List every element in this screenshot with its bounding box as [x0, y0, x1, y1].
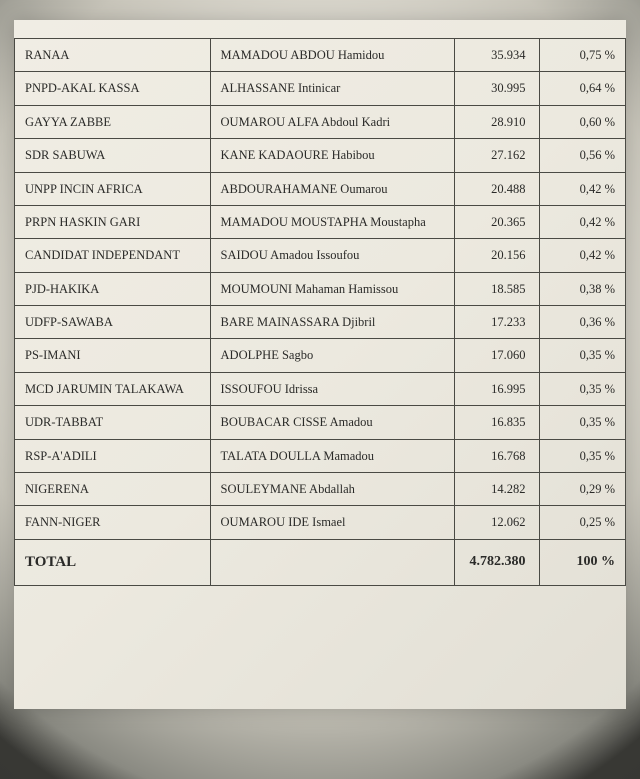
- candidate-cell: MAMADOU MOUSTAPHA Moustapha: [210, 205, 454, 238]
- candidate-cell: OUMAROU ALFA Abdoul Kadri: [210, 105, 454, 138]
- total-label: TOTAL: [15, 539, 211, 585]
- party-cell: UDR-TABBAT: [15, 406, 211, 439]
- percent-cell: 0,42 %: [540, 172, 626, 205]
- table-row: NIGERENASOULEYMANE Abdallah14.2820,29 %: [15, 472, 626, 505]
- party-cell: RANAA: [15, 39, 211, 72]
- table-row: UDR-TABBATBOUBACAR CISSE Amadou16.8350,3…: [15, 406, 626, 439]
- candidate-cell: BARE MAINASSARA Djibril: [210, 306, 454, 339]
- percent-cell: 0,35 %: [540, 439, 626, 472]
- votes-cell: 27.162: [454, 139, 540, 172]
- percent-cell: 0,42 %: [540, 239, 626, 272]
- candidate-cell: ABDOURAHAMANE Oumarou: [210, 172, 454, 205]
- percent-cell: 0,64 %: [540, 72, 626, 105]
- table-row: PNPD-AKAL KASSAALHASSANE Intinicar30.995…: [15, 72, 626, 105]
- party-cell: PS-IMANI: [15, 339, 211, 372]
- percent-cell: 0,60 %: [540, 105, 626, 138]
- party-cell: RSP-A'ADILI: [15, 439, 211, 472]
- candidate-cell: ISSOUFOU Idrissa: [210, 372, 454, 405]
- percent-cell: 0,35 %: [540, 406, 626, 439]
- results-table: RANAAMAMADOU ABDOU Hamidou35.9340,75 %PN…: [14, 38, 626, 586]
- party-cell: UNPP INCIN AFRICA: [15, 172, 211, 205]
- votes-cell: 16.835: [454, 406, 540, 439]
- table-row: RANAAMAMADOU ABDOU Hamidou35.9340,75 %: [15, 39, 626, 72]
- percent-cell: 0,38 %: [540, 272, 626, 305]
- party-cell: MCD JARUMIN TALAKAWA: [15, 372, 211, 405]
- votes-cell: 14.282: [454, 472, 540, 505]
- party-cell: UDFP-SAWABA: [15, 306, 211, 339]
- results-sheet: RANAAMAMADOU ABDOU Hamidou35.9340,75 %PN…: [14, 20, 626, 709]
- votes-cell: 20.156: [454, 239, 540, 272]
- percent-cell: 0,36 %: [540, 306, 626, 339]
- votes-cell: 12.062: [454, 506, 540, 539]
- table-row: PS-IMANIADOLPHE Sagbo17.0600,35 %: [15, 339, 626, 372]
- candidate-cell: TALATA DOULLA Mamadou: [210, 439, 454, 472]
- candidate-cell: ALHASSANE Intinicar: [210, 72, 454, 105]
- candidate-cell: SAIDOU Amadou Issoufou: [210, 239, 454, 272]
- percent-cell: 0,29 %: [540, 472, 626, 505]
- party-cell: CANDIDAT INDEPENDANT: [15, 239, 211, 272]
- votes-cell: 17.233: [454, 306, 540, 339]
- candidate-cell: ADOLPHE Sagbo: [210, 339, 454, 372]
- candidate-cell: SOULEYMANE Abdallah: [210, 472, 454, 505]
- total-blank: [210, 539, 454, 585]
- percent-cell: 0,42 %: [540, 205, 626, 238]
- votes-cell: 20.365: [454, 205, 540, 238]
- party-cell: PRPN HASKIN GARI: [15, 205, 211, 238]
- table-row: CANDIDAT INDEPENDANTSAIDOU Amadou Issouf…: [15, 239, 626, 272]
- total-row: TOTAL 4.782.380100 %: [15, 539, 626, 585]
- percent-cell: 0,35 %: [540, 372, 626, 405]
- votes-cell: 30.995: [454, 72, 540, 105]
- votes-cell: 16.768: [454, 439, 540, 472]
- table-row: PRPN HASKIN GARIMAMADOU MOUSTAPHA Mousta…: [15, 205, 626, 238]
- candidate-cell: MOUMOUNI Mahaman Hamissou: [210, 272, 454, 305]
- candidate-cell: MAMADOU ABDOU Hamidou: [210, 39, 454, 72]
- candidate-cell: KANE KADAOURE Habibou: [210, 139, 454, 172]
- table-row: UNPP INCIN AFRICAABDOURAHAMANE Oumarou20…: [15, 172, 626, 205]
- table-row: PJD-HAKIKAMOUMOUNI Mahaman Hamissou18.58…: [15, 272, 626, 305]
- party-cell: GAYYA ZABBE: [15, 105, 211, 138]
- percent-cell: 0,25 %: [540, 506, 626, 539]
- table-row: MCD JARUMIN TALAKAWAISSOUFOU Idrissa16.9…: [15, 372, 626, 405]
- candidate-cell: OUMAROU IDE Ismael: [210, 506, 454, 539]
- votes-cell: 16.995: [454, 372, 540, 405]
- votes-cell: 28.910: [454, 105, 540, 138]
- percent-cell: 0,75 %: [540, 39, 626, 72]
- party-cell: FANN-NIGER: [15, 506, 211, 539]
- table-row: FANN-NIGEROUMAROU IDE Ismael12.0620,25 %: [15, 506, 626, 539]
- party-cell: NIGERENA: [15, 472, 211, 505]
- votes-cell: 35.934: [454, 39, 540, 72]
- votes-cell: 18.585: [454, 272, 540, 305]
- percent-cell: 0,35 %: [540, 339, 626, 372]
- party-cell: SDR SABUWA: [15, 139, 211, 172]
- table-row: GAYYA ZABBEOUMAROU ALFA Abdoul Kadri28.9…: [15, 105, 626, 138]
- votes-cell: 20.488: [454, 172, 540, 205]
- percent-cell: 0,56 %: [540, 139, 626, 172]
- total-votes: 4.782.380: [454, 539, 540, 585]
- table-row: SDR SABUWAKANE KADAOURE Habibou27.1620,5…: [15, 139, 626, 172]
- table-row: UDFP-SAWABABARE MAINASSARA Djibril17.233…: [15, 306, 626, 339]
- party-cell: PJD-HAKIKA: [15, 272, 211, 305]
- party-cell: PNPD-AKAL KASSA: [15, 72, 211, 105]
- table-row: RSP-A'ADILITALATA DOULLA Mamadou16.7680,…: [15, 439, 626, 472]
- votes-cell: 17.060: [454, 339, 540, 372]
- total-percent: 100 %: [540, 539, 626, 585]
- candidate-cell: BOUBACAR CISSE Amadou: [210, 406, 454, 439]
